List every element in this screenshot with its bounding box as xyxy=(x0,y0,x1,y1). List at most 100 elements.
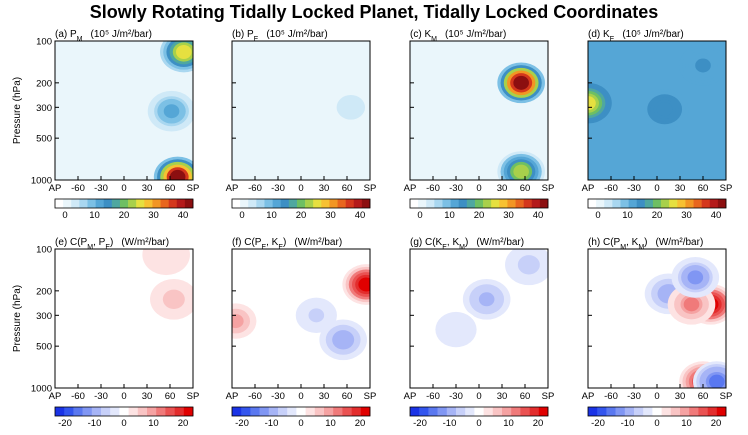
colorbar-tick-label: 10 xyxy=(622,210,633,221)
colorbar-swatch xyxy=(305,199,314,208)
colorbar-swatch xyxy=(652,199,662,208)
colorbar-swatch xyxy=(597,407,607,416)
colorbar-swatch xyxy=(63,199,72,208)
colorbar-swatch xyxy=(71,199,80,208)
contour-b-0-5 xyxy=(343,100,359,115)
contour-d-2-5 xyxy=(695,58,711,73)
x-tick-label: -30 xyxy=(271,183,285,194)
colorbar-swatch xyxy=(321,199,330,208)
heatmap-field xyxy=(410,249,548,388)
x-tick-label: 0 xyxy=(121,183,126,194)
colorbar-swatch xyxy=(264,199,273,208)
colorbar-swatch xyxy=(119,199,129,208)
colorbar-swatch xyxy=(351,407,362,416)
x-tick-label: -60 xyxy=(248,183,262,194)
colorbar-swatch xyxy=(474,199,484,208)
contour-e-1-5 xyxy=(166,292,182,307)
colorbar-swatch xyxy=(342,407,352,416)
colorbar-swatch xyxy=(232,199,241,208)
x-tick-label: SP xyxy=(720,183,733,194)
x-tick-label: AP xyxy=(49,391,62,402)
x-tick-label: SP xyxy=(364,183,377,194)
x-tick-label: AP xyxy=(404,183,417,194)
colorbar-tick-label: 10 xyxy=(148,418,159,429)
colorbar-swatch xyxy=(661,199,670,208)
contour-f-1-5 xyxy=(232,314,244,329)
colorbar-frame xyxy=(409,406,549,417)
colorbar-swatch xyxy=(515,199,524,208)
contour-a-2-5 xyxy=(169,169,186,180)
colorbar: 0 10 20 30 40 xyxy=(587,198,727,221)
x-tick-label: 30 xyxy=(497,183,508,194)
colorbar-swatch xyxy=(232,407,242,416)
colorbar-swatch xyxy=(428,407,438,416)
panel-title: (g) C(KE, KM) (W/m²/bar) xyxy=(410,237,524,251)
colorbar-swatch xyxy=(680,407,690,416)
colorbar-swatch xyxy=(296,407,306,416)
colorbar-swatch xyxy=(64,407,74,416)
colorbar-tick-label: -10 xyxy=(88,418,102,429)
x-tick-label: 60 xyxy=(520,391,531,402)
y-tick-label: 200 xyxy=(36,78,52,89)
colorbar-swatch xyxy=(698,407,708,416)
colorbar-swatch xyxy=(55,407,65,416)
colorbar-swatch xyxy=(606,407,616,416)
colorbar-swatch xyxy=(287,407,297,416)
colorbar-tick-label: 20 xyxy=(533,418,544,429)
colorbar-swatch xyxy=(174,407,185,416)
colorbar-swatch xyxy=(523,199,533,208)
x-tick-label: 30 xyxy=(319,183,330,194)
y-tick-label: 300 xyxy=(36,103,52,114)
contour-g-2-5 xyxy=(521,257,537,272)
colorbar-tick-label: 10 xyxy=(266,210,277,221)
x-tick-label: 0 xyxy=(476,391,481,402)
colorbar: -20 -10 0 10 20 xyxy=(587,406,727,429)
heatmap-field xyxy=(55,249,193,388)
colorbar-tick-label: 0 xyxy=(239,210,244,221)
colorbar-tick-label: 10 xyxy=(681,418,692,429)
colorbar-tick-label: 40 xyxy=(355,210,366,221)
colorbar-swatch xyxy=(483,199,492,208)
colorbar-swatch xyxy=(333,407,343,416)
colorbar-swatch xyxy=(418,199,427,208)
colorbar-tick-label: 20 xyxy=(652,210,663,221)
y-axis-label: Pressure (hPa) xyxy=(12,285,23,352)
colorbar-tick-label: 10 xyxy=(503,418,514,429)
contour-d-0-5 xyxy=(588,96,596,111)
colorbar-tick-label: 30 xyxy=(681,210,692,221)
colorbar-swatch xyxy=(442,199,451,208)
colorbar-tick-label: 20 xyxy=(474,210,485,221)
colorbar-swatch xyxy=(491,199,500,208)
colorbar-swatch xyxy=(278,407,288,416)
colorbar-swatch xyxy=(250,407,260,416)
colorbar-tick-label: 40 xyxy=(178,210,189,221)
x-tick-label: 60 xyxy=(342,183,353,194)
x-tick-label: -60 xyxy=(426,183,440,194)
colorbar-swatch xyxy=(531,199,541,208)
colorbar-swatch xyxy=(82,407,93,416)
colorbar-tick-label: 20 xyxy=(355,418,366,429)
colorbar-tick-label: 40 xyxy=(711,210,722,221)
x-tick-label: 30 xyxy=(675,391,686,402)
contour-g-1-5 xyxy=(448,322,464,337)
x-tick-label: -30 xyxy=(271,391,285,402)
colorbar-frame xyxy=(54,198,194,209)
colorbar-swatch xyxy=(502,407,512,416)
colorbar-frame xyxy=(231,406,371,417)
x-tick-label: AP xyxy=(226,183,239,194)
colorbar-swatch xyxy=(636,199,646,208)
colorbar-swatch xyxy=(183,407,194,416)
colorbar-swatch xyxy=(165,407,175,416)
colorbar-swatch xyxy=(483,407,494,416)
colorbar-swatch xyxy=(410,407,420,416)
panel-title: (a) PM (10⁵ J/m²/bar) xyxy=(55,29,152,43)
colorbar-swatch xyxy=(624,407,635,416)
x-tick-label: 60 xyxy=(520,183,531,194)
y-tick-label: 100 xyxy=(36,37,52,48)
colorbar: 0 10 20 30 40 xyxy=(409,198,549,221)
colorbar: -20 -10 0 10 20 xyxy=(54,406,194,429)
colorbar-swatch xyxy=(588,407,598,416)
colorbar-swatch xyxy=(176,199,186,208)
colorbar-swatch xyxy=(670,407,681,416)
colorbar-swatch xyxy=(446,407,457,416)
